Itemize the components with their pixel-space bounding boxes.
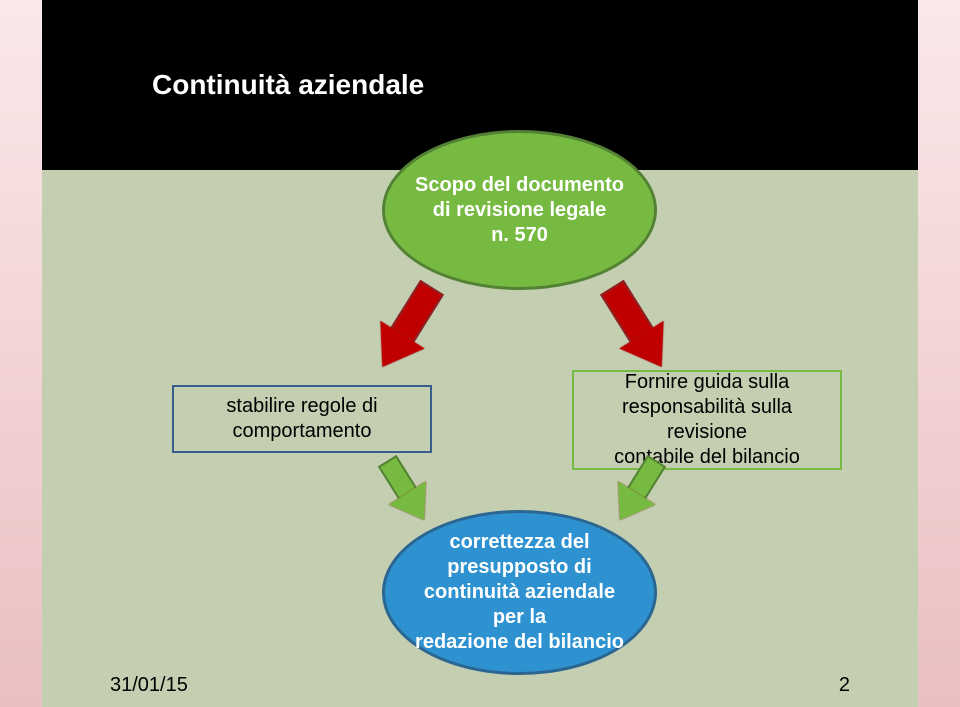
left-box: stabilire regole di comportamento	[172, 385, 432, 453]
left-box-text: stabilire regole di comportamento	[226, 394, 377, 444]
top-ellipse-text: Scopo del documento di revisione legale …	[415, 173, 624, 248]
right-box-text: Fornire guida sulla responsabilità sulla…	[582, 370, 832, 470]
main-area: Scopo del documento di revisione legale …	[42, 170, 918, 707]
bottom-ellipse: correttezza del presupposto di continuit…	[382, 510, 657, 675]
footer-date: 31/01/15	[110, 674, 188, 697]
right-box: Fornire guida sulla responsabilità sulla…	[572, 370, 842, 470]
footer-page: 2	[839, 674, 850, 697]
arrow-green-left	[366, 447, 448, 537]
top-ellipse: Scopo del documento di revisione legale …	[382, 130, 657, 290]
footer: 31/01/15 2	[110, 674, 850, 697]
bottom-ellipse-text: correttezza del presupposto di continuit…	[415, 530, 624, 655]
bg-strip-left	[0, 0, 42, 707]
bg-strip-right	[918, 0, 960, 707]
arrow-red-right	[591, 274, 684, 381]
page-title: Continuità aziendale	[152, 69, 424, 101]
arrow-red-left	[361, 274, 454, 381]
